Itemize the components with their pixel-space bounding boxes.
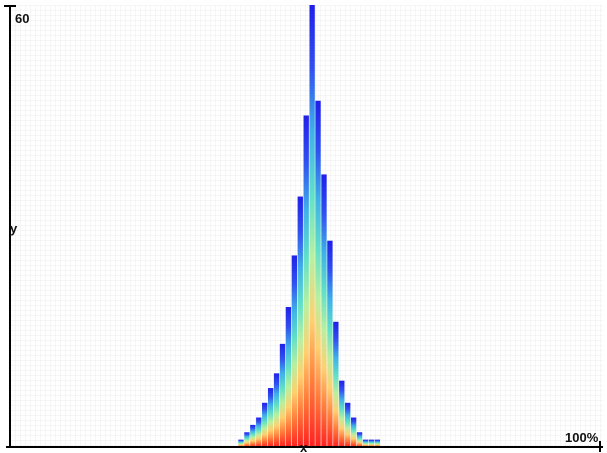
histogram-bar bbox=[321, 174, 327, 447]
histogram-bar bbox=[350, 417, 357, 447]
histogram-bar bbox=[273, 373, 280, 447]
histogram-bar bbox=[356, 432, 363, 447]
histogram-bar bbox=[309, 5, 315, 447]
histogram-bar bbox=[315, 100, 321, 448]
histogram-bar bbox=[297, 196, 303, 447]
histogram-bar bbox=[339, 380, 345, 447]
histogram-bar bbox=[279, 343, 286, 447]
x-axis-label: x bbox=[300, 440, 308, 453]
x-max-label: 100% bbox=[565, 430, 599, 445]
histogram-bar bbox=[250, 424, 256, 447]
histogram-bar bbox=[256, 417, 262, 447]
histogram-bar bbox=[285, 307, 292, 447]
y-axis-label: y bbox=[10, 221, 18, 236]
y-max-label: 60 bbox=[15, 11, 29, 26]
histogram-bar bbox=[267, 388, 274, 447]
histogram-bar bbox=[244, 432, 250, 447]
histogram-bar bbox=[262, 402, 268, 447]
bar-series bbox=[238, 5, 381, 448]
histogram-bar bbox=[362, 439, 369, 447]
histogram-bar bbox=[238, 439, 244, 447]
histogram-bar bbox=[374, 439, 381, 447]
histogram-bar bbox=[333, 321, 339, 447]
histogram-bar bbox=[368, 439, 375, 447]
histogram-bar bbox=[345, 402, 351, 447]
histogram-bar bbox=[303, 115, 309, 447]
histogram-bar bbox=[291, 255, 298, 447]
histogram-bar bbox=[327, 240, 333, 447]
